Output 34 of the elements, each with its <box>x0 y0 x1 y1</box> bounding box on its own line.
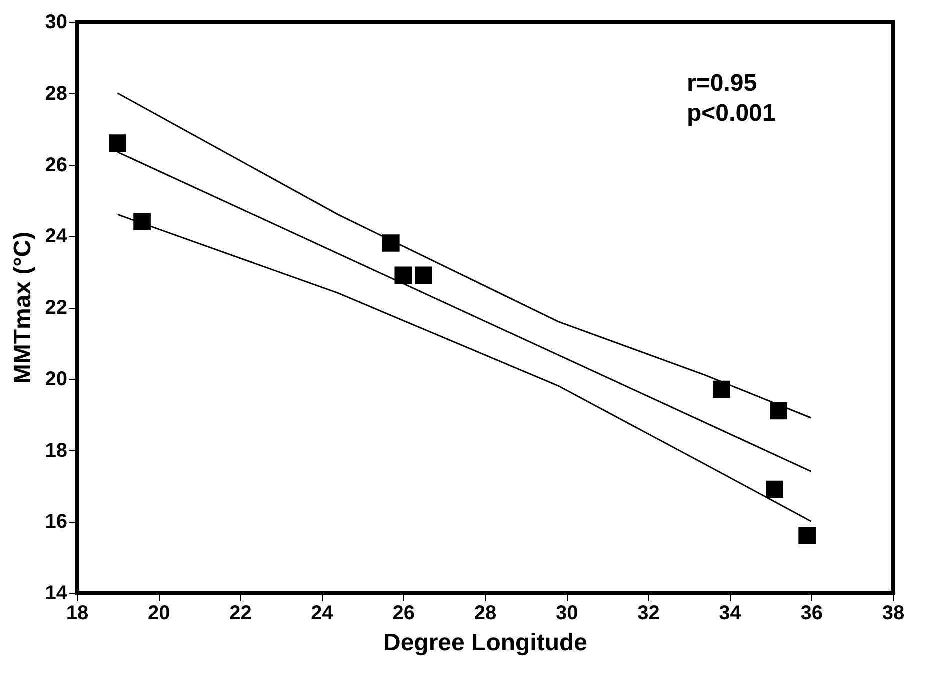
point <box>415 266 432 284</box>
y-tick-label: 18 <box>45 440 68 462</box>
x-tick-label: 20 <box>148 602 170 624</box>
annotation: r=0.95 p<0.001 <box>687 70 776 127</box>
line-series <box>117 92 812 419</box>
y-tick-label: 26 <box>45 154 68 176</box>
point <box>134 213 151 231</box>
y-tick-label: 30 <box>45 12 68 34</box>
x-tick-label: 18 <box>66 602 89 624</box>
x-tick-label: 30 <box>556 602 578 624</box>
point <box>766 480 784 498</box>
point <box>770 402 788 420</box>
point <box>382 234 400 252</box>
x-tick-label: 38 <box>882 602 905 624</box>
y-tick-label: 16 <box>45 511 68 534</box>
y-tick-label: 14 <box>45 582 68 604</box>
y-tick-label: 20 <box>45 368 68 390</box>
point <box>394 266 412 284</box>
point <box>712 380 730 398</box>
x-tick-label: 28 <box>474 602 497 624</box>
x-tick-label: 32 <box>638 602 660 624</box>
x-tick-label: 22 <box>230 602 252 624</box>
x-tick-label: 26 <box>392 602 416 624</box>
x-tick-label: 24 <box>311 602 334 624</box>
x-tick-label: 34 <box>719 602 742 624</box>
line-series <box>117 214 812 522</box>
point <box>798 527 816 545</box>
point <box>109 134 126 152</box>
x-axis-title: Degree Longitude <box>383 630 588 656</box>
y-axis-title: MMTmax (°C) <box>9 232 36 384</box>
y-tick-label: 24 <box>45 226 68 248</box>
y-tick-label: 22 <box>45 297 68 319</box>
y-tick-label: 28 <box>45 82 68 105</box>
x-tick-label: 36 <box>800 602 824 624</box>
